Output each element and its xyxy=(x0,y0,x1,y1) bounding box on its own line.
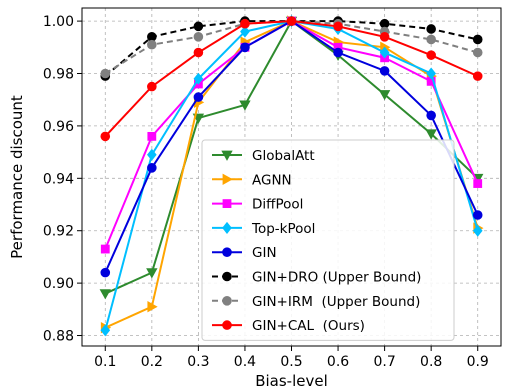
x-tick-label: 0.7 xyxy=(373,354,395,370)
data-point xyxy=(240,42,250,53)
legend-label: GIN xyxy=(252,245,277,261)
x-tick-label: 0.4 xyxy=(234,354,256,370)
data-point xyxy=(426,110,436,121)
y-axis-label: Performance discount xyxy=(8,95,26,259)
data-point xyxy=(100,267,111,278)
y-tick-label: 0.96 xyxy=(43,119,74,135)
data-point xyxy=(472,71,483,81)
data-point xyxy=(193,21,204,32)
y-tick-label: 0.92 xyxy=(43,224,74,240)
series-lines xyxy=(99,15,484,337)
legend-marker xyxy=(222,173,233,185)
legend-label: Top-kPool xyxy=(251,221,315,237)
data-point xyxy=(472,210,483,220)
data-point xyxy=(425,129,437,140)
data-point xyxy=(193,92,204,102)
legend-marker xyxy=(222,247,232,258)
legend-label: GIN+DRO (Upper Bound) xyxy=(252,270,421,286)
legend-item: GIN+IRM (Upper Bound) xyxy=(212,294,420,310)
data-point xyxy=(239,100,251,111)
x-axis-label: Bias-level xyxy=(255,372,328,390)
legend-box xyxy=(201,139,455,341)
y-tick-label: 0.94 xyxy=(43,171,74,187)
data-point xyxy=(426,24,436,34)
data-point xyxy=(426,67,436,80)
data-point xyxy=(379,32,390,42)
data-point xyxy=(147,148,157,161)
legend-marker xyxy=(222,320,232,330)
legend-marker xyxy=(222,221,232,234)
data-point xyxy=(473,179,483,188)
data-point xyxy=(426,34,436,45)
data-point xyxy=(100,244,110,254)
legend-marker xyxy=(222,295,232,306)
data-point xyxy=(333,21,343,32)
data-point xyxy=(379,46,390,59)
legend-marker xyxy=(221,150,233,161)
data-point xyxy=(100,68,111,79)
x-tick-label: 0.9 xyxy=(467,354,489,370)
series-line xyxy=(104,20,478,75)
data-point xyxy=(147,39,157,50)
data-point xyxy=(147,81,157,92)
x-tick-label: 0.5 xyxy=(280,354,302,370)
data-point xyxy=(286,16,297,26)
data-point xyxy=(147,163,157,173)
legend-item: Top-kPool xyxy=(212,221,315,237)
y-tick-label: 1.00 xyxy=(43,14,74,30)
series-7 xyxy=(100,16,483,142)
data-point xyxy=(426,50,436,60)
data-point xyxy=(472,224,483,237)
x-tick-label: 0.2 xyxy=(141,354,163,370)
data-point xyxy=(240,18,250,29)
data-point xyxy=(378,90,391,101)
legend-label: AGNN xyxy=(252,172,292,188)
legend-marker xyxy=(222,271,232,282)
data-point xyxy=(193,32,204,42)
legend-label: GIN+IRM (Upper Bound) xyxy=(252,294,420,310)
legend-label: GlobalAtt xyxy=(252,148,315,164)
legend-item: GIN xyxy=(212,245,277,261)
series-line xyxy=(104,20,478,77)
data-point xyxy=(100,324,111,337)
legend-label: DiffPool xyxy=(252,197,303,213)
data-point xyxy=(472,34,483,45)
data-point xyxy=(193,72,204,85)
y-tick-label: 0.90 xyxy=(43,276,74,292)
axis-ticks: 0.1 0.2 0.3 0.4 0.5 0.6 0.7 0.8 0.9 0.88 0.90 0.92 0… xyxy=(43,14,489,370)
x-tick-label: 0.6 xyxy=(327,354,349,370)
data-point xyxy=(147,131,157,141)
legend-label: GIN+CAL (Ours) xyxy=(252,318,365,334)
data-point xyxy=(146,268,158,279)
data-point xyxy=(99,289,111,300)
y-tick-label: 0.98 xyxy=(43,67,74,83)
legend-item: GIN+CAL (Ours) xyxy=(212,318,365,334)
y-tick-label: 0.88 xyxy=(43,329,74,345)
x-tick-label: 0.3 xyxy=(187,354,209,370)
data-point xyxy=(240,25,250,38)
legend-marker xyxy=(222,199,232,209)
data-point xyxy=(100,131,111,142)
legend: GlobalAtt AGNN DiffPool Top-kPool GIN GIN+DRO… xyxy=(201,139,455,341)
legend-item: DiffPool xyxy=(212,197,303,213)
data-point xyxy=(379,66,390,76)
legend-item: GlobalAtt xyxy=(212,148,315,164)
data-point xyxy=(193,47,204,58)
legend-item: GIN+DRO (Upper Bound) xyxy=(212,270,421,286)
legend-item: AGNN xyxy=(212,172,292,188)
data-point xyxy=(333,47,343,58)
data-point xyxy=(472,47,483,58)
x-tick-label: 0.1 xyxy=(94,354,116,370)
data-point xyxy=(147,301,158,313)
x-tick-label: 0.8 xyxy=(420,354,442,370)
